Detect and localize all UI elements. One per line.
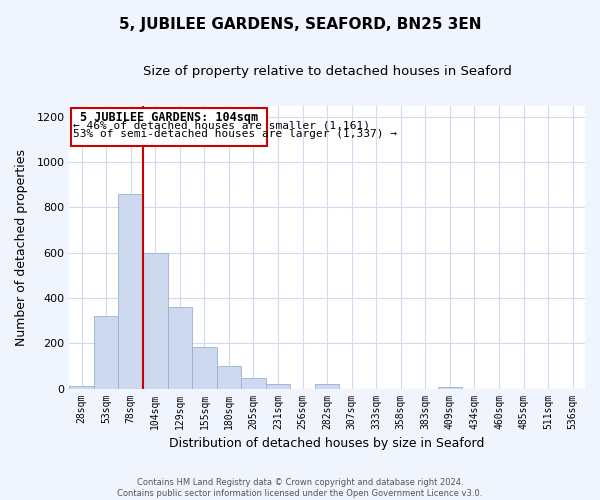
Bar <box>266 384 290 388</box>
Bar <box>315 384 340 388</box>
Text: 5 JUBILEE GARDENS: 104sqm: 5 JUBILEE GARDENS: 104sqm <box>80 111 258 124</box>
Bar <box>118 194 143 388</box>
Bar <box>241 378 266 388</box>
Text: Contains HM Land Registry data © Crown copyright and database right 2024.
Contai: Contains HM Land Registry data © Crown c… <box>118 478 482 498</box>
Bar <box>167 307 192 388</box>
Bar <box>70 386 94 388</box>
Bar <box>94 316 118 388</box>
Text: 5, JUBILEE GARDENS, SEAFORD, BN25 3EN: 5, JUBILEE GARDENS, SEAFORD, BN25 3EN <box>119 18 481 32</box>
Bar <box>217 366 241 388</box>
Text: 53% of semi-detached houses are larger (1,337) →: 53% of semi-detached houses are larger (… <box>73 130 397 140</box>
FancyBboxPatch shape <box>71 108 267 146</box>
Title: Size of property relative to detached houses in Seaford: Size of property relative to detached ho… <box>143 65 512 78</box>
Bar <box>192 346 217 389</box>
Y-axis label: Number of detached properties: Number of detached properties <box>15 148 28 346</box>
X-axis label: Distribution of detached houses by size in Seaford: Distribution of detached houses by size … <box>169 437 485 450</box>
Bar <box>143 252 167 388</box>
Text: ← 46% of detached houses are smaller (1,161): ← 46% of detached houses are smaller (1,… <box>73 120 370 130</box>
